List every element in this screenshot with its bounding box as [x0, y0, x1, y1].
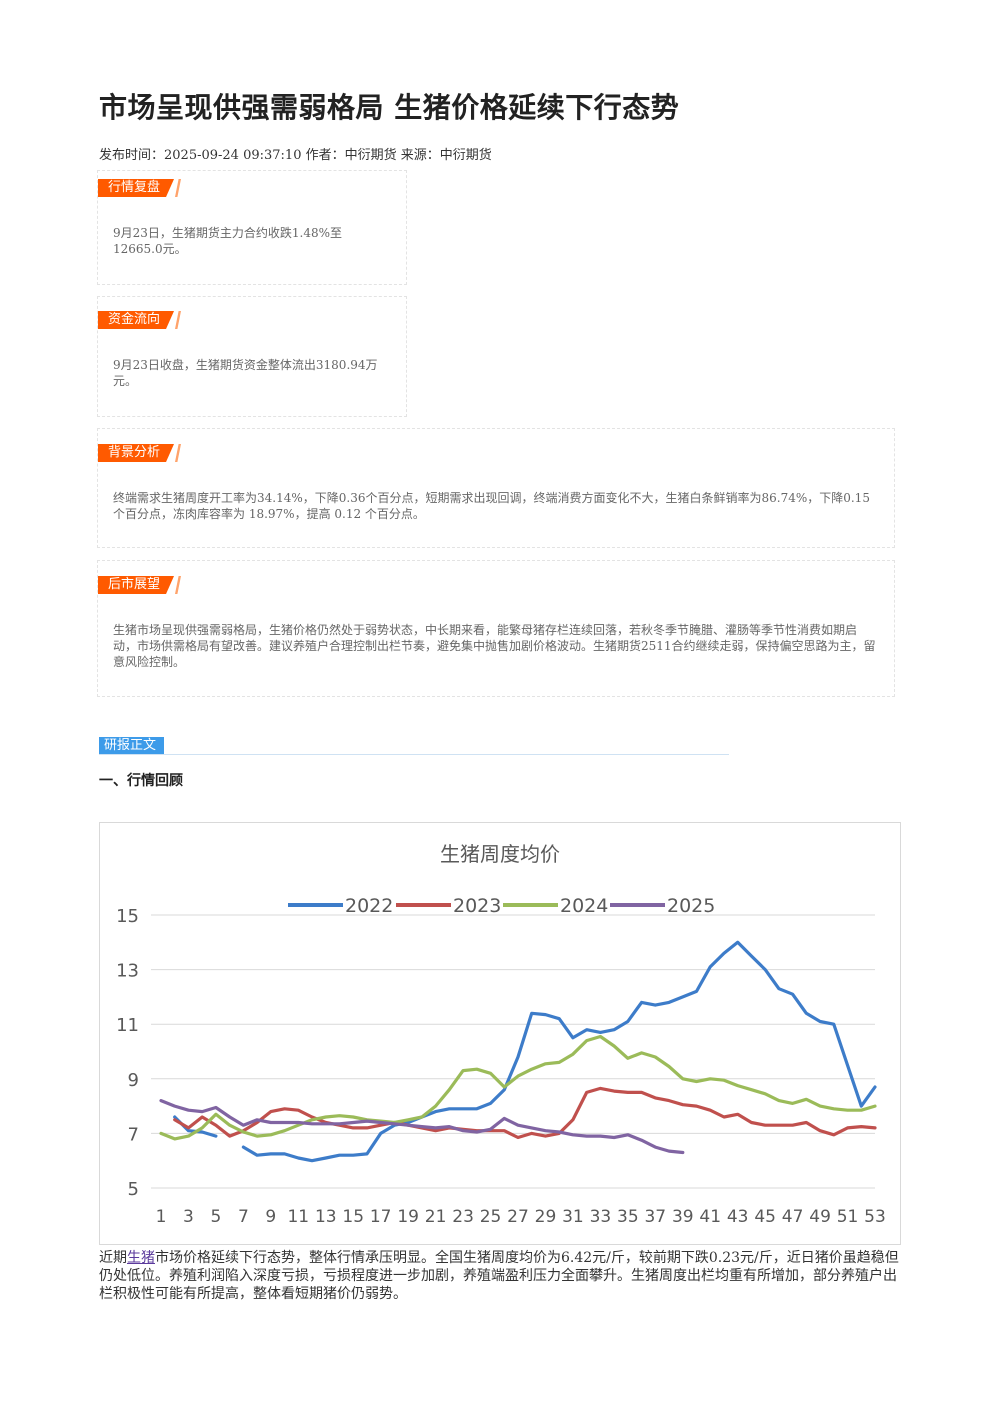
x-tick-label: 51 — [837, 1207, 859, 1227]
legend-label: 2023 — [453, 895, 501, 917]
y-tick-label: 11 — [116, 1015, 139, 1036]
y-tick-label: 9 — [128, 1070, 139, 1091]
pig-link[interactable]: 生猪 — [127, 1250, 155, 1266]
x-tick-label: 23 — [452, 1207, 474, 1227]
outlook-text: 生猪市场呈现供强需弱格局，生猪价格仍然处于弱势状态，中长期来看，能繁母猪存栏连续… — [113, 623, 876, 669]
fund-flow-card: 资金流向 9月23日收盘，生猪期货资金整体流出3180.94万元。 — [97, 296, 407, 417]
tag-tail-decoration — [175, 576, 181, 594]
market-review-tag: 行情复盘 — [98, 179, 174, 197]
fund-flow-text: 9月23日收盘，生猪期货资金整体流出3180.94万元。 — [113, 358, 378, 388]
report-section-tag: 研报正文 — [99, 737, 165, 755]
x-tick-label: 21 — [425, 1207, 447, 1227]
x-tick-label: 27 — [507, 1207, 529, 1227]
tag-tail-decoration — [175, 311, 181, 329]
background-tag: 背景分析 — [98, 444, 174, 462]
y-tick-label: 5 — [128, 1179, 139, 1200]
x-tick-label: 53 — [864, 1207, 886, 1227]
x-tick-label: 33 — [590, 1207, 612, 1227]
series-line-2024 — [159, 1034, 877, 1141]
y-axis-ticks: 5 7 9 11 13 15 — [116, 906, 139, 1200]
para-lead: 近期 — [99, 1250, 127, 1266]
section-heading: 一、行情回顾 — [99, 773, 183, 789]
x-tick-label: 49 — [809, 1207, 831, 1227]
outlook-tag: 后市展望 — [98, 576, 174, 594]
series-line-2025 — [159, 1099, 685, 1155]
x-tick-label: 7 — [238, 1207, 249, 1227]
x-tick-label: 17 — [370, 1207, 392, 1227]
chart-title: 生猪周度均价 — [440, 842, 560, 866]
report-paragraph: 近期生猪市场价格延续下行态势，整体行情承压明显。全国生猪周度均价为6.42元/斤… — [99, 1249, 899, 1303]
chart-legend: 2022 2023 2024 2025 — [288, 895, 715, 917]
outlook-card: 后市展望 生猪市场呈现供强需弱格局，生猪价格仍然处于弱势状态，中长期来看，能繁母… — [97, 560, 895, 697]
x-tick-label: 47 — [782, 1207, 804, 1227]
x-tick-label: 3 — [183, 1207, 194, 1227]
x-tick-label: 11 — [287, 1207, 309, 1227]
legend-label: 2025 — [667, 895, 715, 917]
background-text: 终端需求生猪周度开工率为34.14%，下降0.36个百分点，短期需求出现回调，终… — [113, 491, 870, 521]
tag-tail-decoration — [175, 179, 181, 197]
market-review-text: 9月23日，生猪期货主力合约收跌1.48%至12665.0元。 — [113, 226, 343, 256]
y-tick-label: 7 — [128, 1124, 139, 1145]
x-tick-label: 45 — [754, 1207, 776, 1227]
y-tick-label: 13 — [116, 961, 139, 982]
tag-tail-decoration — [175, 444, 181, 462]
x-tick-label: 19 — [397, 1207, 419, 1227]
x-tick-label: 1 — [156, 1207, 167, 1227]
section-divider — [99, 754, 729, 755]
x-tick-label: 29 — [535, 1207, 557, 1227]
market-review-card: 行情复盘 9月23日，生猪期货主力合约收跌1.48%至12665.0元。 — [97, 170, 407, 285]
x-tick-label: 31 — [562, 1207, 584, 1227]
x-tick-label: 39 — [672, 1207, 694, 1227]
x-tick-label: 25 — [480, 1207, 502, 1227]
x-tick-label: 13 — [315, 1207, 337, 1227]
x-tick-label: 37 — [644, 1207, 666, 1227]
x-tick-label: 43 — [727, 1207, 749, 1227]
x-tick-label: 15 — [342, 1207, 364, 1227]
y-tick-label: 15 — [116, 906, 139, 927]
x-axis-ticks: 1 3 5 7 9 11 13 15 17 19 21 23 25 27 29 31 33 35 37 39 41 43 4… — [156, 1207, 886, 1227]
chart-grid — [151, 914, 875, 1189]
x-tick-label: 35 — [617, 1207, 639, 1227]
legend-label: 2022 — [345, 895, 393, 917]
series-line-2023 — [173, 1086, 877, 1140]
x-tick-label: 9 — [265, 1207, 276, 1227]
fund-flow-tag: 资金流向 — [98, 311, 174, 329]
x-tick-label: 5 — [211, 1207, 222, 1227]
x-tick-label: 41 — [699, 1207, 721, 1227]
series-line-2022 — [241, 940, 877, 1163]
legend-label: 2024 — [560, 895, 608, 917]
para-body: 市场价格延续下行态势，整体行情承压明显。全国生猪周度均价为6.42元/斤，较前期… — [99, 1250, 899, 1302]
article-meta: 发布时间：2025-09-24 09:37:10 作者：中衍期货 来源：中衍期货 — [99, 148, 492, 163]
background-card: 背景分析 终端需求生猪周度开工率为34.14%，下降0.36个百分点，短期需求出… — [97, 428, 895, 548]
chart-series — [159, 940, 877, 1163]
article-title: 市场呈现供强需弱格局 生猪价格延续下行态势 — [99, 91, 680, 124]
